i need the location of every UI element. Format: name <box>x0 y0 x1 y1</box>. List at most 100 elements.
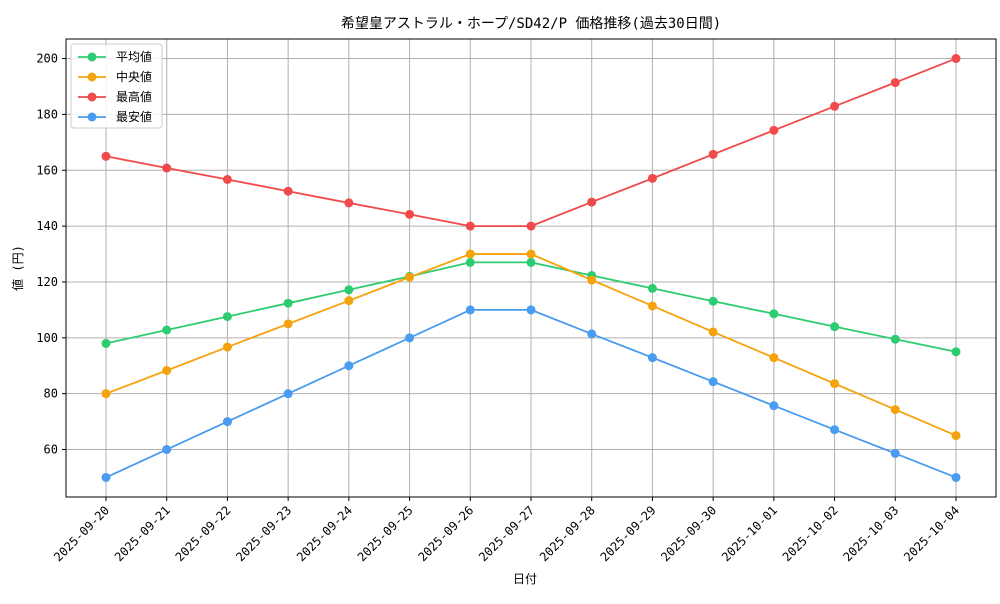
y-tick-label: 200 <box>36 52 58 66</box>
legend-label: 最高値 <box>116 89 152 104</box>
series-layer <box>101 54 961 482</box>
data-point <box>647 353 657 363</box>
data-point <box>465 257 475 267</box>
axis-layer: 2025-09-20 2025-09-21 2025-09-22 2025-09-23… <box>36 52 962 565</box>
grid-layer <box>66 39 996 497</box>
legend-marker <box>87 112 97 122</box>
x-tick-label: 2025-09-23 <box>233 503 294 564</box>
legend-item: 平均値 <box>78 49 152 64</box>
data-point <box>101 389 111 399</box>
data-point <box>587 329 597 339</box>
data-point <box>647 173 657 183</box>
legend-item: 最高値 <box>78 89 152 104</box>
data-point <box>465 305 475 315</box>
data-point <box>587 197 597 207</box>
series-3 <box>101 54 961 231</box>
data-point <box>101 338 111 348</box>
data-point <box>769 353 779 363</box>
x-tick-label: 2025-09-27 <box>476 503 537 564</box>
data-point <box>283 298 293 308</box>
x-tick-label: 2025-09-24 <box>294 503 355 564</box>
data-point <box>647 301 657 311</box>
legend-item: 最安値 <box>78 109 152 124</box>
data-point <box>101 151 111 161</box>
data-point <box>708 296 718 306</box>
data-point <box>830 425 840 435</box>
legend-marker <box>87 52 97 62</box>
y-tick-label: 160 <box>36 163 58 177</box>
plot-frame <box>65 38 997 498</box>
data-point <box>222 417 232 427</box>
data-point <box>647 283 657 293</box>
legend-item: 中央値 <box>78 69 152 84</box>
data-point <box>405 272 415 282</box>
x-tick-label: 2025-09-20 <box>51 503 112 564</box>
data-point <box>951 431 961 441</box>
data-point <box>769 125 779 135</box>
data-point <box>405 209 415 219</box>
data-point <box>708 149 718 159</box>
legend-label: 平均値 <box>116 49 152 64</box>
data-point <box>951 347 961 357</box>
data-point <box>890 78 900 88</box>
legend-marker <box>87 72 97 82</box>
data-point <box>344 285 354 295</box>
x-axis-label: 日付 <box>513 572 537 586</box>
data-point <box>830 101 840 111</box>
data-point <box>283 186 293 196</box>
data-point <box>830 379 840 389</box>
data-point <box>708 327 718 337</box>
series-2 <box>101 249 961 441</box>
legend-marker <box>87 92 97 102</box>
data-point <box>769 401 779 411</box>
data-point <box>890 448 900 458</box>
data-point <box>769 309 779 319</box>
data-point <box>344 361 354 371</box>
data-point <box>526 305 536 315</box>
chart-title: 希望皇アストラル・ホープ/SD42/P 価格推移(過去30日間) <box>341 16 721 32</box>
x-tick-label: 2025-09-28 <box>537 503 598 564</box>
x-tick-label: 2025-10-04 <box>901 503 962 564</box>
x-tick-label: 2025-10-03 <box>840 503 901 564</box>
x-tick-label: 2025-09-22 <box>173 503 234 564</box>
data-point <box>890 405 900 415</box>
x-tick-label: 2025-09-21 <box>112 503 173 564</box>
data-point <box>101 472 111 482</box>
data-point <box>465 221 475 231</box>
y-tick-label: 180 <box>36 107 58 121</box>
y-axis-label: 値 (円) <box>10 245 25 291</box>
data-point <box>708 377 718 387</box>
data-point <box>465 249 475 259</box>
x-tick-label: 2025-09-29 <box>598 503 659 564</box>
y-tick-label: 80 <box>44 387 58 401</box>
y-tick-label: 60 <box>44 443 58 457</box>
x-tick-label: 2025-09-25 <box>355 503 416 564</box>
data-point <box>162 365 172 375</box>
x-tick-label: 2025-10-02 <box>780 503 841 564</box>
data-point <box>526 249 536 259</box>
series-4 <box>101 305 961 482</box>
data-point <box>526 221 536 231</box>
data-point <box>526 257 536 267</box>
x-tick-label: 2025-09-30 <box>658 503 719 564</box>
data-point <box>222 312 232 322</box>
legend-box <box>70 43 163 129</box>
data-point <box>587 275 597 285</box>
data-point <box>162 325 172 335</box>
data-point <box>890 334 900 344</box>
data-point <box>830 322 840 332</box>
y-tick-label: 100 <box>36 331 58 345</box>
x-tick-label: 2025-10-01 <box>719 503 780 564</box>
data-point <box>222 342 232 352</box>
data-point <box>162 445 172 455</box>
legend-label: 中央値 <box>116 69 152 84</box>
data-point <box>222 174 232 184</box>
data-point <box>283 319 293 329</box>
data-point <box>951 54 961 64</box>
data-point <box>162 163 172 173</box>
y-tick-label: 120 <box>36 275 58 289</box>
data-point <box>283 389 293 399</box>
